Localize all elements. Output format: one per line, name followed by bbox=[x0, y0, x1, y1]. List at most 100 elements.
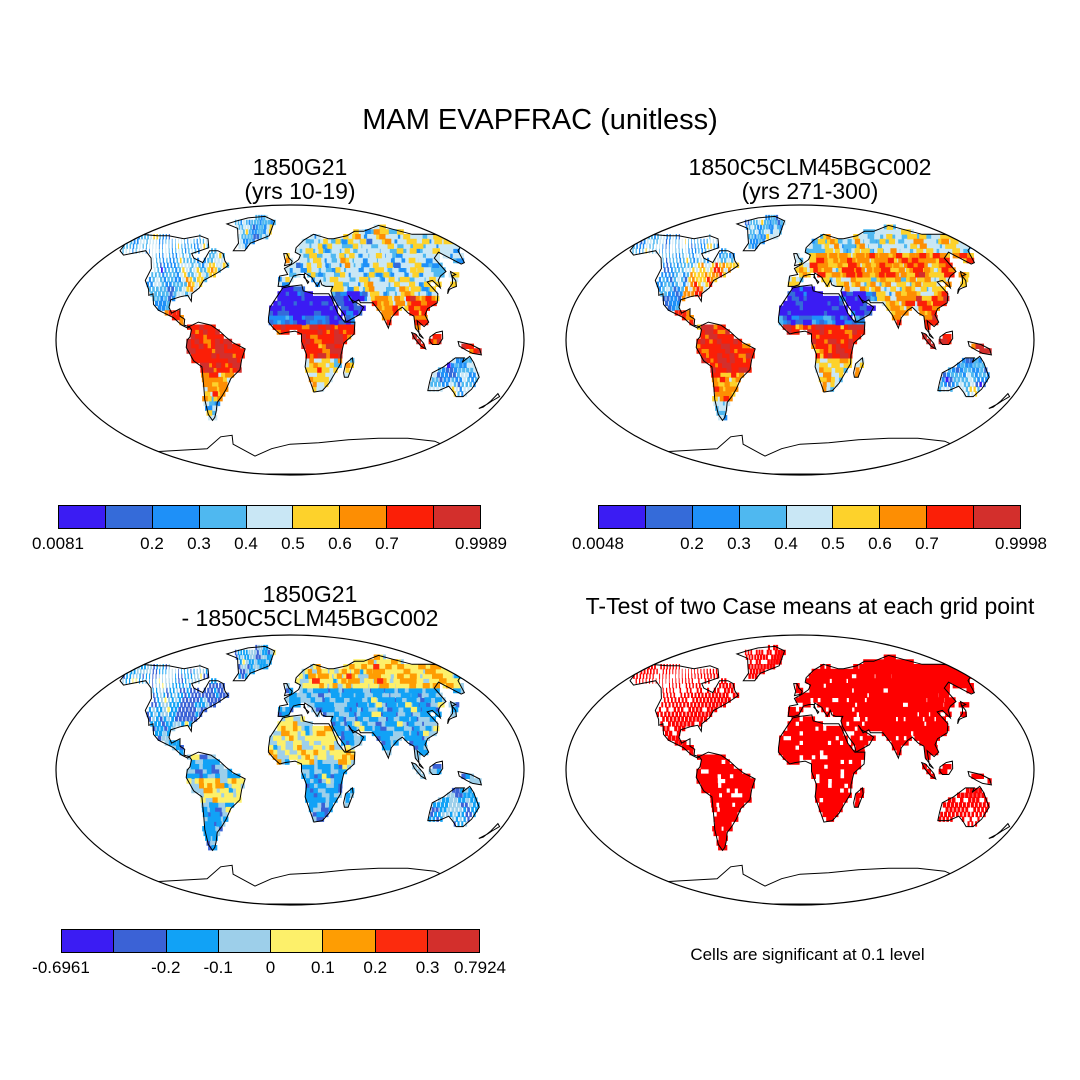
colorbar-2-labels: 0.0048 0.2 0.3 0.4 0.5 0.6 0.7 0.9998 bbox=[572, 534, 1047, 556]
map-3-data-cells bbox=[198, 654, 471, 803]
panel-1-title-line1: 1850G21 bbox=[252, 154, 348, 180]
panel-4-title: T-Test of two Case means at each grid po… bbox=[545, 594, 1075, 618]
coastline-madagascar bbox=[853, 786, 864, 808]
colorbar-2-swatch bbox=[739, 506, 787, 528]
coastline-antarctica bbox=[117, 864, 459, 905]
coastline-africa bbox=[777, 714, 866, 823]
coastline-samerica bbox=[695, 751, 756, 852]
colorbar-3-tick-label: 0 bbox=[265, 958, 276, 977]
colorbar-3-swatch bbox=[427, 930, 479, 952]
colorbar-3-swatch bbox=[218, 930, 271, 952]
colorbar-1-swatch bbox=[434, 506, 481, 528]
coastline-japan bbox=[447, 270, 457, 294]
colorbar-1-tick-label: 0.0081 bbox=[32, 534, 84, 553]
colorbar-3-tick-label: -0.2 bbox=[151, 958, 181, 977]
panel-4-title-line1: T-Test of two Case means at each grid po… bbox=[585, 593, 1035, 619]
map-2-field bbox=[632, 214, 992, 421]
colorbar-1-swatch bbox=[293, 506, 341, 528]
coastline-borneo bbox=[939, 760, 954, 775]
coastline-britain bbox=[283, 253, 293, 267]
coastline-britain bbox=[283, 683, 293, 697]
coastline-samerica bbox=[695, 321, 756, 422]
colorbar-2-tick-label: 0.7 bbox=[915, 534, 939, 553]
coastline-eurasia bbox=[787, 654, 980, 769]
colorbar-3-tick-label: -0.6961 bbox=[32, 958, 90, 977]
colorbar-2-swatch bbox=[880, 506, 928, 528]
significance-note: Cells are significant at 0.1 level bbox=[690, 945, 925, 964]
colorbar-2-swatch bbox=[927, 506, 975, 528]
colorbar-2-tick-label: 0.2 bbox=[680, 534, 704, 553]
coastline-britain bbox=[793, 253, 803, 267]
colorbar-3-tick-label: 0.7924 bbox=[454, 958, 506, 977]
panel-3-title: 1850G21 - 1850C5CLM45BGC002 bbox=[75, 582, 545, 630]
map-2-data-cells bbox=[778, 286, 982, 388]
panel-2-title-line2: (yrs 271-300) bbox=[741, 178, 879, 204]
coastline-samerica bbox=[185, 321, 246, 422]
coastline-africa bbox=[777, 284, 866, 393]
coastline-greenland bbox=[225, 215, 276, 252]
colorbar-2-swatch bbox=[692, 506, 740, 528]
coastline-greenland bbox=[735, 215, 786, 252]
panel-2-title-line1: 1850C5CLM45BGC002 bbox=[688, 154, 932, 180]
map-3-data-cells bbox=[123, 644, 472, 851]
coastline-antarctica bbox=[627, 864, 969, 905]
colorbar-1-tick-label: 0.7 bbox=[375, 534, 399, 553]
colorbar-2-tick-label: 0.4 bbox=[774, 534, 798, 553]
colorbar-2-tick-label: 0.6 bbox=[868, 534, 892, 553]
coastline-sumatra bbox=[410, 761, 427, 781]
coastline-sumatra bbox=[920, 331, 937, 351]
map-1-frame bbox=[55, 204, 525, 476]
coastline-eurasia bbox=[787, 224, 980, 339]
colorbar-1-tick-label: 0.6 bbox=[328, 534, 352, 553]
colorbar-3-tick-label: 0.3 bbox=[415, 958, 440, 977]
colorbar-3-swatch bbox=[375, 930, 428, 952]
coastline-borneo bbox=[429, 760, 444, 775]
coastline-sumatra bbox=[410, 331, 427, 351]
coastline-sumatra bbox=[920, 761, 937, 781]
map-2-data-cells bbox=[682, 234, 976, 402]
colorbar-1-swatch bbox=[340, 506, 388, 528]
panel-3-title-line1: 1850G21 bbox=[262, 581, 358, 607]
coastline-greenland bbox=[735, 645, 786, 682]
colorbar-1-tick-label: 0.5 bbox=[281, 534, 305, 553]
map-4-field bbox=[633, 644, 992, 851]
map-2-data-cells bbox=[674, 253, 975, 402]
map-3-field bbox=[122, 644, 482, 851]
colorbar-1-swatch bbox=[59, 506, 106, 528]
colorbar-1-swatch bbox=[387, 506, 435, 528]
coastline-australia bbox=[427, 355, 480, 398]
coastline-madagascar bbox=[343, 356, 354, 378]
colorbar-1-swatch bbox=[105, 506, 153, 528]
colorbar-2-swatch bbox=[833, 506, 881, 528]
coastline-newguinea bbox=[457, 770, 483, 786]
coastline-eurasia bbox=[277, 654, 470, 769]
map-3-frame bbox=[55, 634, 525, 906]
map-4-coastlines bbox=[627, 645, 1011, 905]
colorbar-3-tick-label: 0.2 bbox=[363, 958, 388, 977]
colorbar-1-swatch bbox=[199, 506, 247, 528]
coastline-newguinea bbox=[967, 770, 993, 786]
map-1-data-cells bbox=[186, 295, 482, 373]
colorbar-2-tick-label: 0.5 bbox=[821, 534, 845, 553]
colorbar-1-labels: 0.0081 0.2 0.3 0.4 0.5 0.6 0.7 0.9989 bbox=[32, 534, 507, 556]
coastline-japan bbox=[957, 270, 967, 294]
colorbar-panel-2 bbox=[598, 505, 1021, 529]
map-1-data-cells bbox=[153, 224, 460, 416]
colorbar-3-tick-label: 0.1 bbox=[311, 958, 335, 977]
coastline-newzealand bbox=[478, 392, 501, 409]
panel-1-title: 1850G21 (yrs 10-19) bbox=[75, 155, 525, 203]
coastline-africa bbox=[267, 714, 356, 823]
map-2-data-cells bbox=[700, 272, 992, 373]
map-2-frame bbox=[565, 204, 1035, 476]
colorbar-3-swatch bbox=[166, 930, 219, 952]
coastline-antarctica bbox=[117, 434, 459, 475]
colorbar-3-swatch bbox=[62, 930, 115, 952]
map-panel-difference bbox=[55, 634, 525, 906]
colorbar-1-tick-label: 0.4 bbox=[234, 534, 258, 553]
coastline-australia bbox=[937, 355, 990, 398]
coastline-borneo bbox=[939, 330, 954, 345]
panel-3-title-line2: - 1850C5CLM45BGC002 bbox=[181, 605, 439, 631]
coastline-australia bbox=[427, 785, 480, 828]
coastline-newzealand bbox=[988, 392, 1011, 409]
colorbar-1-swatch bbox=[152, 506, 200, 528]
